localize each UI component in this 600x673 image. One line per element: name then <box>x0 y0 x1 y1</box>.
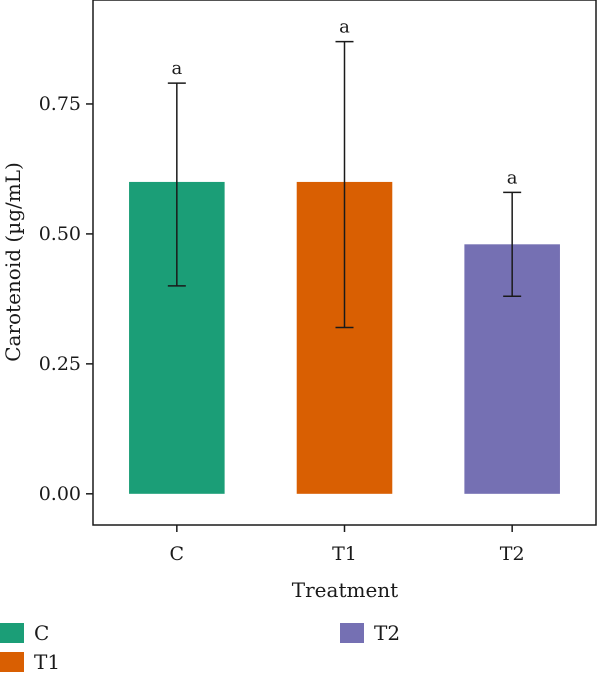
x-axis-title: Treatment <box>292 578 398 602</box>
significance-label-t1: a <box>339 17 350 38</box>
legend-swatch <box>340 623 364 643</box>
error-bar-t1 <box>335 40 354 329</box>
legend: C T1 T2 <box>0 621 400 673</box>
x-tick-label-t2: T2 <box>500 543 525 565</box>
legend-item-c: C <box>0 621 49 645</box>
y-axis: 0.00 0.25 0.50 0.75 <box>39 93 93 505</box>
legend-item-t1: T1 <box>0 650 60 673</box>
error-bars-layer <box>167 40 522 329</box>
error-bar-t2 <box>503 191 522 298</box>
error-bar-c <box>167 82 186 287</box>
y-tick-label: 0.00 <box>39 483 81 505</box>
significance-label-c: a <box>171 58 182 79</box>
legend-swatch <box>0 623 24 643</box>
legend-label: T2 <box>374 621 400 645</box>
x-tick-label-t1: T1 <box>332 543 357 565</box>
x-tick-label-c: C <box>170 543 185 565</box>
significance-labels-layer: a a a <box>171 17 517 189</box>
significance-label-t2: a <box>507 167 518 188</box>
y-tick-label: 0.25 <box>39 353 81 375</box>
x-axis: C T1 T2 <box>170 525 525 565</box>
legend-swatch <box>0 652 24 672</box>
legend-label: C <box>34 621 49 645</box>
y-axis-title: Carotenoid (µg/mL) <box>1 162 25 362</box>
legend-item-t2: T2 <box>340 621 400 645</box>
legend-label: T1 <box>34 650 60 673</box>
y-tick-label: 0.75 <box>39 93 81 115</box>
y-tick-label: 0.50 <box>39 223 81 245</box>
